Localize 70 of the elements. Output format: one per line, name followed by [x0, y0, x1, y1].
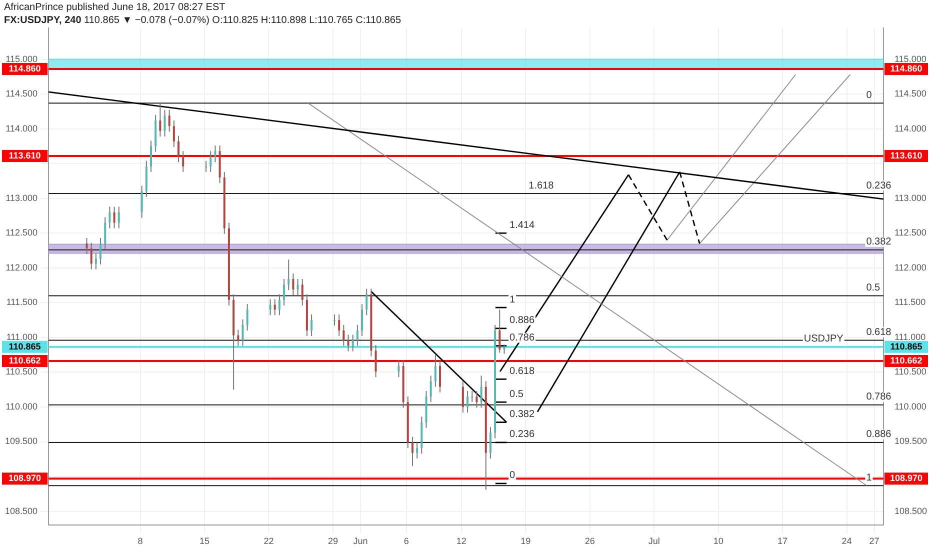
y-tick-label: 114.000 [6, 123, 38, 134]
chart-title: FX:USDJPY, 240 [4, 15, 82, 26]
y-tick-label: 108.500 [4, 506, 38, 516]
x-tick-label: 10 [713, 536, 724, 546]
y2-tick-label: 111.000 [894, 332, 926, 342]
x-tick-label: 27 [869, 536, 880, 546]
y2-tick-label: 110.000 [894, 401, 926, 412]
ref-line-label: 110.662 [890, 355, 922, 366]
x-tick-label: 22 [264, 536, 274, 546]
x-tick-label: 26 [584, 536, 595, 546]
annotation: 0.236 [510, 429, 535, 440]
annotation: 0.236 [866, 180, 892, 192]
x-tick-label: 6 [404, 536, 409, 546]
text: 108.970 [8, 473, 42, 484]
annotation: 0.618 [510, 366, 535, 377]
x-tick-label: 12 [456, 536, 466, 546]
y-tick-label: 112.000 [6, 262, 38, 272]
ref-line-label: 114.860 [890, 64, 922, 74]
x-tick-label: 19 [520, 536, 531, 546]
y-tick-label: 114.500 [6, 88, 38, 99]
annotation: 1.618 [528, 180, 554, 192]
x-tick-label: 8 [138, 536, 143, 546]
ref-line-label: 113.610 [890, 150, 922, 160]
text: 114.860 [8, 64, 41, 74]
annotation: 1.414 [510, 220, 535, 231]
text: 110.662 [8, 355, 41, 366]
y2-tick-label: 114.500 [894, 88, 926, 99]
y-tick-label: 110.000 [6, 401, 38, 412]
y2-tick-label: 114.000 [894, 123, 926, 134]
x-tick-label: 15 [200, 536, 210, 546]
x-tick-label: Jul [648, 536, 660, 546]
x-tick-label: Jun [353, 536, 368, 546]
y2-tick-label: 115.000 [894, 54, 926, 64]
x-tick-label: 17 [778, 536, 788, 546]
chart-subtitle: 110.865 ▼ −0.078 (−0.07%) O:110.825 H:110.898 L:110.765 C:110.865 [84, 15, 402, 26]
y-tick-label: 111.500 [6, 297, 38, 308]
y-tick-label: 115.000 [6, 54, 38, 64]
y-tick-label: 109.500 [4, 436, 38, 446]
annotation: 0.382 [866, 236, 892, 248]
annotation: 0.5 [866, 282, 881, 294]
annotation: 0.786 [510, 332, 535, 344]
y2-tick-label: 108.500 [894, 506, 928, 516]
annotation: 0.5 [510, 388, 524, 400]
annotation: 0.618 [866, 326, 892, 338]
annotation: 0.886 [510, 315, 535, 326]
y-tick-label: 111.000 [6, 332, 38, 342]
annotation: 1 [510, 294, 516, 306]
y-tick-label: 113.000 [6, 192, 38, 203]
annotation: 0.786 [866, 392, 892, 403]
text: AfricanPrince published June 18, 2017 08:27 EST [4, 1, 226, 14]
y-tick-label: 110.500 [6, 366, 38, 377]
ref-line-label: 110.865 [890, 341, 922, 352]
y2-tick-label: 111.500 [894, 297, 926, 308]
annotation: 1 [866, 472, 872, 484]
text: 110.865 [8, 341, 41, 352]
y2-tick-label: 113.000 [894, 192, 926, 203]
x-tick-label: 24 [842, 536, 852, 546]
text: 113.610 [8, 150, 41, 160]
annotation: 0.382 [510, 409, 535, 420]
y2-tick-label: 109.500 [894, 436, 928, 446]
annotation: 0 [866, 90, 872, 101]
y-tick-label: 112.500 [6, 228, 38, 238]
annotation: 0 [510, 470, 516, 482]
y2-tick-label: 112.000 [894, 262, 926, 272]
y2-tick-label: 112.500 [894, 228, 926, 238]
annotation: 0.886 [866, 429, 892, 440]
ref-line-label: 108.970 [890, 473, 923, 484]
y2-tick-label: 110.500 [894, 366, 926, 377]
x-tick-label: 29 [328, 536, 338, 546]
annotation: USDJPY [804, 334, 844, 345]
